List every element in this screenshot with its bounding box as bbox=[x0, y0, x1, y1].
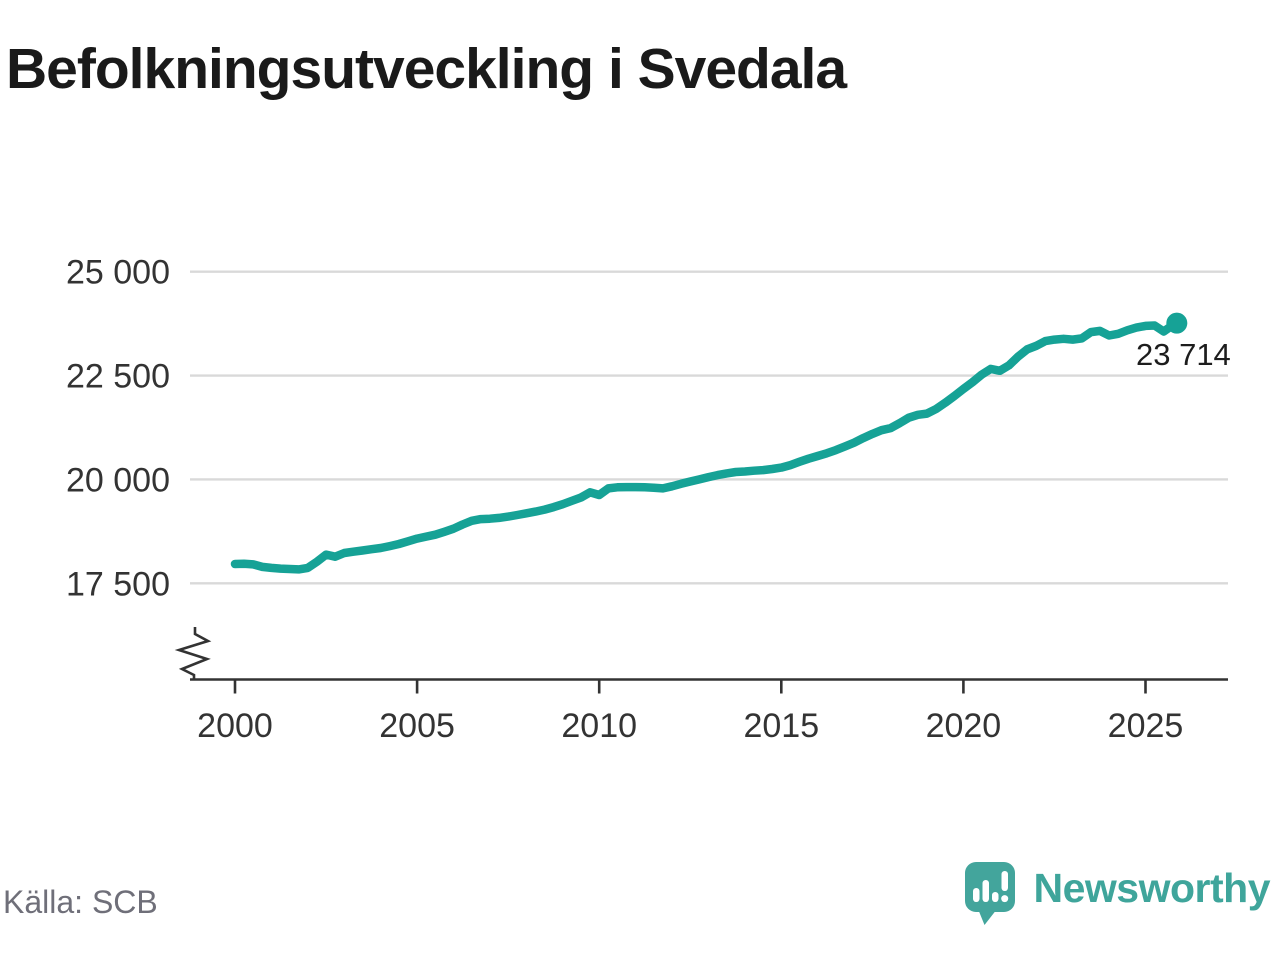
x-axis-tick-label: 2025 bbox=[1108, 707, 1184, 745]
y-axis-tick-labels: 25 000 22 500 20 000 17 500 bbox=[66, 254, 170, 604]
bar-chart-exclamation-icon bbox=[972, 871, 1008, 903]
axis-break-icon bbox=[174, 627, 212, 680]
end-point-marker bbox=[1166, 312, 1188, 334]
y-axis-tick-label: 20 000 bbox=[66, 461, 170, 499]
newsworthy-logo: Newsworthy bbox=[964, 858, 1271, 930]
gridlines bbox=[190, 270, 1228, 585]
speech-bubble-tail bbox=[977, 909, 997, 925]
y-axis-tick-label: 22 500 bbox=[66, 358, 170, 396]
x-axis-tick-label: 2015 bbox=[743, 707, 819, 745]
x-axis-tick-label: 2010 bbox=[561, 707, 637, 745]
x-axis: 2000 2005 2010 2015 2020 2025 bbox=[190, 678, 1228, 745]
x-axis-tick-label: 2020 bbox=[926, 707, 1002, 745]
x-axis-tick-label: 2005 bbox=[379, 707, 455, 745]
newsworthy-logo-icon bbox=[964, 862, 1015, 925]
y-axis-tick-label: 25 000 bbox=[66, 254, 170, 292]
source-label: Källa: SCB bbox=[3, 884, 158, 920]
y-axis-tick-label: 17 500 bbox=[66, 565, 170, 603]
newsworthy-wordmark: Newsworthy bbox=[1033, 864, 1271, 911]
x-axis-tick-label: 2000 bbox=[197, 707, 273, 745]
population-line bbox=[230, 320, 1178, 574]
end-value-label: 23 714 bbox=[1136, 337, 1231, 372]
page-title: Befolkningsutveckling i Svedala bbox=[6, 37, 847, 101]
